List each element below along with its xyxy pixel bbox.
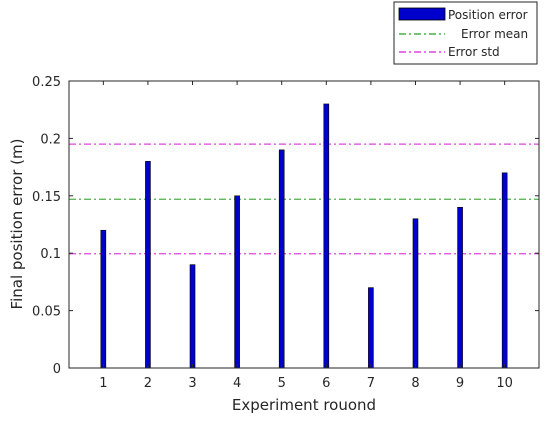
bar-3 <box>189 264 196 369</box>
y-tick-label: 0.2 <box>40 132 61 147</box>
x-tick-label: 1 <box>99 376 107 391</box>
plot-area-frame <box>68 80 540 369</box>
x-tick-label: 5 <box>278 376 286 391</box>
x-tick-label: 10 <box>496 376 513 391</box>
bar-10 <box>501 172 508 369</box>
legend-label-position-error: Position error <box>448 8 528 22</box>
x-tick-label: 8 <box>411 376 419 391</box>
y-tick-label: 0.15 <box>32 190 61 205</box>
x-tick-label: 6 <box>322 376 330 391</box>
y-tick-label: 0.25 <box>32 75 61 90</box>
legend-label-error-mean: Error mean <box>461 27 528 41</box>
x-tick-label: 2 <box>144 376 152 391</box>
bar-8 <box>412 218 419 369</box>
bar-1 <box>100 229 107 369</box>
bar-5 <box>278 149 285 369</box>
bar-2 <box>145 161 151 369</box>
y-tick-label: 0.1 <box>40 247 61 262</box>
bar-7 <box>368 287 374 369</box>
x-axis-label: Experiment rouond <box>232 396 376 414</box>
x-tick-label: 4 <box>233 376 241 391</box>
legend-swatch-position-error <box>398 7 446 21</box>
axes <box>68 80 540 369</box>
x-tick-label: 3 <box>188 376 196 391</box>
y-tick-label: 0.05 <box>32 305 61 320</box>
bar-6 <box>323 103 330 369</box>
x-tick-label: 7 <box>367 376 375 391</box>
bar-9 <box>457 206 463 369</box>
legend-label-error-std: Error std <box>448 45 500 59</box>
legend: Position error Error mean Error std <box>393 1 538 65</box>
bar-4 <box>234 195 240 369</box>
x-tick-label: 9 <box>456 376 464 391</box>
y-tick-label: 0 <box>53 362 61 377</box>
y-ticks: 0 0.05 0.1 0.15 0.2 0.25 <box>32 75 539 377</box>
y-axis-label: Final position error (m) <box>8 139 26 310</box>
x-ticks: 1 2 3 4 5 6 7 8 9 10 <box>99 81 513 391</box>
reference-lines <box>69 143 539 255</box>
